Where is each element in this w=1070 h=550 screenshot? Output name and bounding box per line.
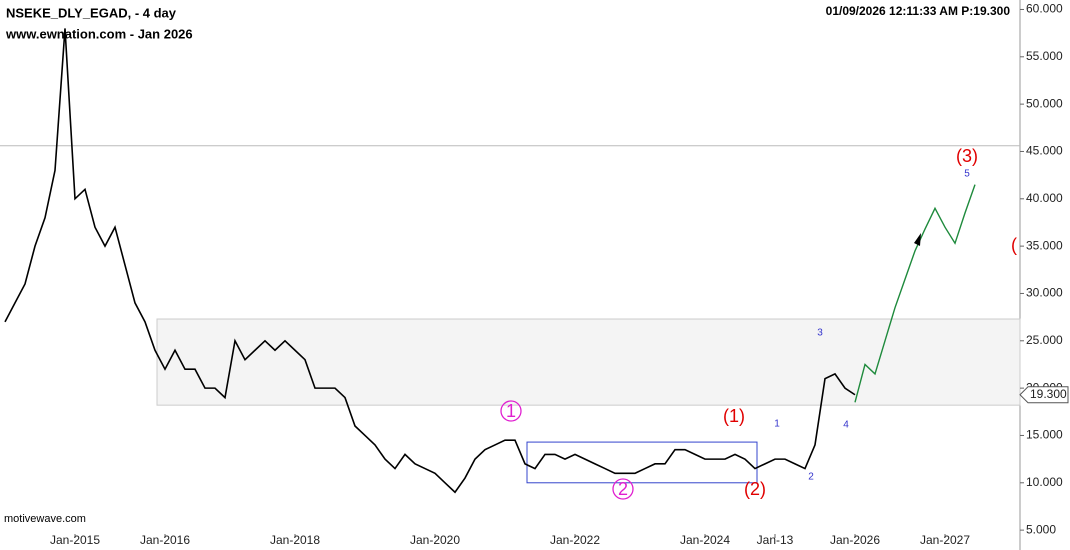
wave-label: 2 xyxy=(808,472,814,483)
y-tick-label: 55.000 xyxy=(1026,49,1063,63)
range-box xyxy=(526,441,758,484)
wave-circle xyxy=(500,400,522,422)
wave-label: (3) xyxy=(956,146,978,166)
x-tick-label: Jan-2020 xyxy=(410,533,460,547)
chart-subtitle: www.ewnation.com - Jan 2026 xyxy=(5,26,193,41)
wave-circle xyxy=(612,478,634,500)
x-tick-label: Jan-2016 xyxy=(140,533,190,547)
plot-area xyxy=(0,28,1021,494)
x-tick-label: Jan-2027 xyxy=(920,533,970,547)
wave-label: ( xyxy=(1011,235,1017,255)
price-tag xyxy=(1019,386,1069,404)
wave-label: 4 xyxy=(843,420,849,431)
x-tick-label: Jan-13 xyxy=(757,533,794,547)
x-tick-label: Jan-2024 xyxy=(680,533,730,547)
y-tick-label: 15.000 xyxy=(1026,428,1063,442)
projection-line xyxy=(854,184,976,403)
x-tick-label: Jan-2015 xyxy=(50,533,100,547)
y-tick-label: 40.000 xyxy=(1026,191,1063,205)
wave-label: 1 xyxy=(774,419,780,430)
wave-label: 2 xyxy=(618,479,628,499)
chart-title: NSEKE_DLY_EGAD, - 4 day xyxy=(6,5,177,20)
x-tick-label: Jan-2022 xyxy=(550,533,600,547)
y-tick-label: 25.000 xyxy=(1026,333,1063,347)
footer: motivewave.com xyxy=(4,513,86,525)
status: 01/09/2026 12:11:33 AM P:19.300 xyxy=(826,4,1011,18)
y-tick-label: 30.000 xyxy=(1026,286,1063,300)
wave-label: (1) xyxy=(723,406,745,426)
y-tick-label: 50.000 xyxy=(1026,96,1063,110)
price-line xyxy=(4,28,856,494)
y-tick-label: 10.000 xyxy=(1026,475,1063,489)
wave-label: (2) xyxy=(744,479,766,499)
wave-label: 1 xyxy=(506,401,516,421)
wave-label: 3 xyxy=(817,328,823,339)
zone xyxy=(156,318,1021,406)
price-tag-label: 19.300 xyxy=(1030,387,1067,401)
wave-label: 5 xyxy=(964,169,970,180)
x-tick-label: Jan-2018 xyxy=(270,533,320,547)
y-tick-label: 5.000 xyxy=(1026,522,1056,536)
y-tick-label: 35.000 xyxy=(1026,238,1063,252)
y-tick-label: 60.000 xyxy=(1026,2,1063,16)
x-tick-label: Jan-2026 xyxy=(830,533,880,547)
y-tick-label: 45.000 xyxy=(1026,144,1063,158)
arrowhead xyxy=(914,233,921,246)
